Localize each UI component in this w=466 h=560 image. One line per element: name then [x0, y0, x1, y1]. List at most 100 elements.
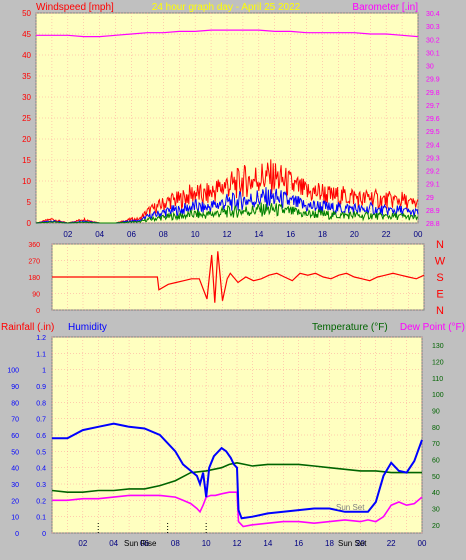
direction-axis: 0 90 180 270 360 [28, 242, 40, 315]
windspeed-tick-label: 40 [22, 51, 31, 60]
windspeed-tick-label: 45 [22, 30, 31, 39]
time-tick-label: 22 [382, 230, 391, 239]
time-tick-label: 20 [350, 230, 359, 239]
rainfall-tick-label: 0.5 [36, 449, 46, 456]
sunset-label: Sun Set [338, 539, 367, 548]
windspeed-tick-label: 10 [22, 177, 31, 186]
wind-time-axis: 02 04 06 08 10 12 14 16 18 20 22 00 [63, 230, 423, 239]
time-tick-label: 14 [263, 539, 272, 548]
temperature-tick-label: 70 [432, 441, 440, 448]
direction-tick-label: 180 [28, 275, 40, 282]
time-tick-label: 16 [286, 230, 295, 239]
windspeed-low-line [35, 202, 419, 224]
direction-tick-label: 90 [32, 292, 40, 299]
temperature-tick-label: 110 [432, 376, 443, 383]
time-tick-label: 12 [223, 230, 232, 239]
rainfall-tick-label: 1.1 [36, 351, 46, 358]
windspeed-tick-label: 5 [27, 198, 32, 207]
time-tick-label: 00 [418, 539, 427, 548]
dewpoint-line [52, 491, 423, 528]
compass-label: S [436, 272, 443, 284]
temperature-tick-label: 130 [432, 343, 444, 350]
time-tick-label: 00 [414, 230, 423, 239]
barometer-line [36, 29, 419, 38]
direction-tick-label: 270 [28, 259, 40, 266]
barometer-tick-label: 28.9 [426, 208, 440, 215]
rainfall-tick-label: 1 [42, 368, 46, 375]
barometer-tick-label: 28.8 [426, 221, 440, 228]
windspeed-axis-label: Windspeed [mph] [36, 2, 114, 13]
barometer-tick-label: 30.4 [426, 11, 440, 18]
temperature-tick-label: 20 [432, 523, 440, 530]
time-tick-label: 02 [78, 539, 87, 548]
windspeed-tick-label: 25 [22, 114, 31, 123]
compass-label: N [436, 239, 444, 251]
direction-tick-label: 0 [36, 308, 40, 315]
compass-label: E [436, 289, 443, 301]
humidity-axis-label: Humidity [68, 322, 107, 333]
temperature-axis-label: Temperature (°F) [312, 322, 388, 333]
windspeed-tick-label: 0 [27, 219, 32, 228]
wind-direction-series [52, 251, 425, 303]
chart-title: 24 hour graph day - April 25 2022 [152, 2, 301, 13]
rainfall-axis-label: Rainfall (.in) [1, 322, 54, 333]
time-tick-label: 18 [318, 230, 327, 239]
rainfall-tick-label: 0.8 [36, 400, 46, 407]
barometer-tick-label: 29.7 [426, 103, 440, 110]
time-tick-label: 10 [191, 230, 200, 239]
compass-label: N [436, 305, 444, 317]
humidity-tick-label: 60 [11, 433, 19, 440]
temperature-tick-label: 90 [432, 409, 440, 416]
barometer-tick-label: 29.2 [426, 169, 440, 176]
temperature-tick-label: 30 [432, 507, 440, 514]
humidity-tick-label: 20 [11, 498, 19, 505]
rainfall-tick-label: 0.2 [36, 498, 46, 505]
barometer-axis: 28.8 28.9 29 29.1 29.2 29.3 29.4 29.5 29.6 29.7 29… [426, 11, 440, 228]
rain-hum-temp-axes: 0 10 20 30 40 50 60 70 80 90 100 0 0.1 0.2 0.3 0.4 0.5 0.… [7, 335, 443, 538]
wind-baro-grid [35, 12, 419, 224]
rain-time-axis: 02 04 06 08 10 12 14 16 18 20 22 00 [78, 539, 427, 548]
time-tick-label: 02 [63, 230, 72, 239]
windspeed-tick-label: 30 [22, 93, 31, 102]
time-tick-label: 18 [325, 539, 334, 548]
humidity-tick-label: 40 [11, 466, 19, 473]
time-tick-label: 10 [202, 539, 211, 548]
sunrise-label: Sun Rise [124, 539, 157, 548]
humidity-tick-label: 50 [11, 449, 19, 456]
time-tick-label: 08 [171, 539, 180, 548]
time-tick-label: 06 [127, 230, 136, 239]
barometer-series [36, 29, 419, 38]
time-tick-label: 08 [159, 230, 168, 239]
barometer-tick-label: 29.1 [426, 182, 440, 189]
barometer-tick-label: 30.1 [426, 50, 440, 57]
temperature-tick-label: 60 [432, 458, 440, 465]
barometer-tick-label: 29.3 [426, 155, 440, 162]
time-tick-label: 20 [356, 539, 365, 548]
time-tick-label: 14 [254, 230, 263, 239]
temperature-tick-label: 40 [432, 490, 440, 497]
windspeed-axis: 0 5 10 15 20 25 30 35 40 45 50 [22, 9, 31, 228]
humidity-tick-label: 0 [15, 531, 19, 538]
temperature-tick-label: 120 [432, 360, 444, 367]
humidity-tick-label: 10 [11, 515, 19, 522]
rainfall-tick-label: 0.7 [36, 417, 46, 424]
barometer-tick-label: 30.3 [426, 24, 440, 31]
barometer-tick-label: 29.9 [426, 77, 440, 84]
windspeed-tick-label: 15 [22, 156, 31, 165]
humidity-tick-label: 30 [11, 482, 19, 489]
barometer-axis-label: Barometer [.in] [352, 2, 418, 13]
rainfall-tick-label: 0.6 [36, 433, 46, 440]
time-tick-label: 16 [294, 539, 303, 548]
time-tick-label: 12 [233, 539, 242, 548]
rainfall-tick-label: 0.1 [36, 515, 46, 522]
humidity-line [52, 422, 423, 520]
humidity-tick-label: 80 [11, 400, 19, 407]
temperature-tick-label: 50 [432, 474, 440, 481]
rainfall-tick-label: 0.3 [36, 482, 46, 489]
compass-label: W [435, 256, 446, 268]
wind-direction-line [52, 251, 425, 303]
time-tick-label: 04 [109, 539, 118, 548]
